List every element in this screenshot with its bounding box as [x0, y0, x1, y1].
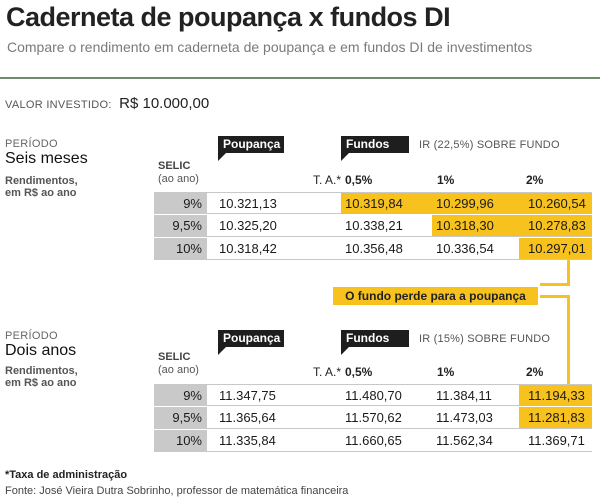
fund-05-value: 10.319,84: [345, 196, 403, 211]
fundos-tag: Fundos: [341, 330, 409, 355]
table-row: 9,5% 11.365,64 11.570,62 11.473,03 11.28…: [154, 407, 592, 429]
col-header-2: 2%: [526, 365, 544, 379]
highlight-band: [519, 238, 592, 259]
fund-2-value: 10.278,83: [528, 218, 586, 233]
selic-label: SELIC (ao ano): [158, 160, 199, 186]
selic-rate: 9%: [154, 193, 207, 214]
poupanca-value: 10.325,20: [219, 218, 277, 233]
fund-2-value: 11.281,83: [528, 410, 585, 425]
poupanca-tag-label: Poupança: [223, 331, 281, 345]
fund-05-value: 10.338,21: [345, 218, 403, 233]
poupanca-value: 10.318,42: [219, 241, 277, 256]
col-header-05: 0,5%: [345, 365, 373, 379]
poupanca-value: 11.335,84: [219, 433, 276, 448]
poupanca-tag: Poupança: [218, 136, 284, 161]
highlight-band: [519, 385, 592, 406]
fund-05-value: 10.356,48: [345, 241, 403, 256]
fund-05-value: 11.570,62: [345, 410, 402, 425]
rendimentos-label: Rendimentos, em R$ ao ano: [5, 365, 78, 389]
col-header-1: 1%: [437, 365, 455, 379]
selic-line-2: (ao ano): [158, 173, 199, 185]
poupanca-tag-label: Poupança: [223, 137, 281, 151]
poupanca-value: 11.347,75: [219, 388, 276, 403]
selic-rate: 9,5%: [154, 215, 207, 236]
fund-1-value: 10.299,96: [436, 196, 494, 211]
source-credit: Fonte: José Vieira Dutra Sobrinho, profe…: [5, 485, 349, 497]
rendimentos-label: Rendimentos, em R$ ao ano: [5, 175, 78, 199]
tag-pointer-icon: [218, 347, 226, 355]
fund-1-value: 11.473,03: [436, 410, 493, 425]
period-label: PERÍODO: [5, 138, 58, 150]
ir-label: IR (22,5%) SOBRE FUNDO: [419, 139, 560, 151]
highlight-band: [432, 215, 592, 236]
poupanca-value: 10.321,13: [219, 196, 277, 211]
fund-2-value: 11.369,71: [528, 433, 585, 448]
highlight-band: [341, 193, 592, 214]
ta-header: T. A.*: [313, 365, 342, 379]
selic-line-2: (ao ano): [158, 364, 199, 376]
table-row: 9% 11.347,75 11.480,70 11.384,11 11.194,…: [154, 384, 592, 406]
fund-1-value: 11.562,34: [436, 433, 493, 448]
callout-fund-loses: O fundo perde para a poupança: [333, 287, 538, 305]
rendimentos-line-2: em R$ ao ano: [5, 377, 77, 389]
footnote-admin-rate: *Taxa de administração: [5, 469, 128, 481]
fundos-tag-label: Fundos: [346, 137, 390, 151]
fundos-tag: Fundos: [341, 136, 409, 161]
col-header-1: 1%: [437, 173, 455, 187]
fund-2-value: 10.297,01: [528, 241, 586, 256]
period-name-six-months: Seis meses: [5, 150, 88, 167]
fund-2-value: 11.194,33: [528, 388, 585, 403]
selic-rate: 10%: [154, 238, 207, 259]
connector-line: [567, 260, 570, 285]
period-name-two-years: Dois anos: [5, 342, 77, 359]
page-subtitle: Compare o rendimento em caderneta de pou…: [7, 39, 533, 55]
poupanca-value: 11.365,64: [219, 410, 276, 425]
connector-line: [540, 283, 570, 286]
header-divider: [0, 77, 600, 79]
highlight-band: [519, 407, 592, 428]
tag-pointer-icon: [218, 153, 226, 161]
tag-pointer-icon: [341, 153, 349, 161]
fund-2-value: 10.260,54: [528, 196, 586, 211]
invested-label: VALOR INVESTIDO:: [5, 99, 112, 111]
rendimentos-line-1: Rendimentos,: [5, 175, 78, 187]
rendimentos-line-2: em R$ ao ano: [5, 187, 77, 199]
col-header-2: 2%: [526, 173, 544, 187]
table-row: 9% 10.321,13 10.319,84 10.299,96 10.260,…: [154, 192, 592, 214]
selic-rate: 10%: [154, 430, 207, 451]
invested-amount: VALOR INVESTIDO: R$ 10.000,00: [5, 95, 209, 113]
tag-pointer-icon: [341, 347, 349, 355]
table-row: 9,5% 10.325,20 10.338,21 10.318,30 10.27…: [154, 215, 592, 237]
rendimentos-line-1: Rendimentos,: [5, 365, 78, 377]
connector-line: [567, 295, 570, 384]
selic-label: SELIC (ao ano): [158, 351, 199, 377]
selic-line-1: SELIC: [158, 351, 191, 363]
invested-value: R$ 10.000,00: [119, 95, 210, 112]
selic-line-1: SELIC: [158, 160, 191, 172]
period-label: PERÍODO: [5, 330, 58, 342]
ir-label: IR (15%) SOBRE FUNDO: [419, 333, 551, 345]
col-header-05: 0,5%: [345, 173, 373, 187]
fund-05-value: 11.660,65: [345, 433, 402, 448]
fund-1-value: 10.318,30: [436, 218, 494, 233]
selic-rate: 9,5%: [154, 407, 207, 428]
fund-1-value: 10.336,54: [436, 241, 494, 256]
poupanca-tag: Poupança: [218, 330, 284, 355]
table-row: 10% 11.335,84 11.660,65 11.562,34 11.369…: [154, 430, 592, 452]
page-title: Caderneta de poupança x fundos DI: [6, 2, 451, 32]
table-row: 10% 10.318,42 10.356,48 10.336,54 10.297…: [154, 238, 592, 260]
ta-header: T. A.*: [313, 173, 342, 187]
selic-rate: 9%: [154, 385, 207, 406]
fund-1-value: 11.384,11: [436, 388, 492, 403]
connector-line: [540, 295, 570, 298]
fundos-tag-label: Fundos: [346, 331, 390, 345]
fund-05-value: 11.480,70: [345, 388, 402, 403]
